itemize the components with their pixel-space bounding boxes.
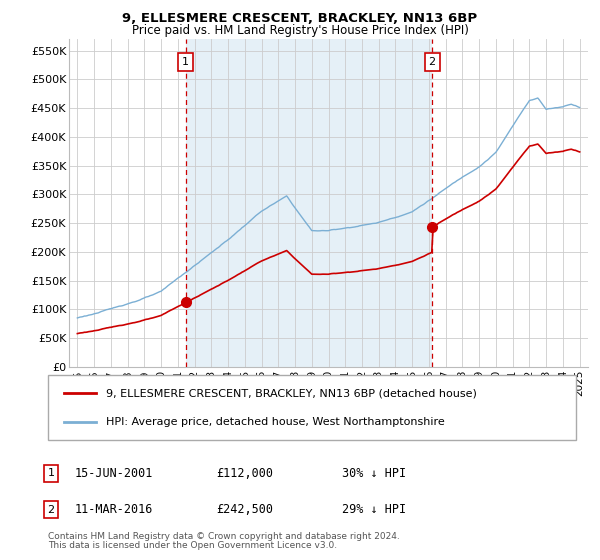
Text: 1: 1 — [182, 57, 189, 67]
Text: 9, ELLESMERE CRESCENT, BRACKLEY, NN13 6BP: 9, ELLESMERE CRESCENT, BRACKLEY, NN13 6B… — [122, 12, 478, 25]
Text: 30% ↓ HPI: 30% ↓ HPI — [342, 466, 406, 480]
Text: 1: 1 — [47, 468, 55, 478]
Text: £112,000: £112,000 — [216, 466, 273, 480]
Text: 11-MAR-2016: 11-MAR-2016 — [75, 503, 154, 516]
Bar — [185, 39, 432, 367]
FancyBboxPatch shape — [48, 375, 576, 440]
Text: This data is licensed under the Open Government Licence v3.0.: This data is licensed under the Open Gov… — [48, 541, 337, 550]
Text: 29% ↓ HPI: 29% ↓ HPI — [342, 503, 406, 516]
Text: 15-JUN-2001: 15-JUN-2001 — [75, 466, 154, 480]
Text: Price paid vs. HM Land Registry's House Price Index (HPI): Price paid vs. HM Land Registry's House … — [131, 24, 469, 36]
Text: 2: 2 — [47, 505, 55, 515]
Text: 2: 2 — [428, 57, 436, 67]
Text: HPI: Average price, detached house, West Northamptonshire: HPI: Average price, detached house, West… — [106, 417, 445, 427]
Text: Contains HM Land Registry data © Crown copyright and database right 2024.: Contains HM Land Registry data © Crown c… — [48, 532, 400, 541]
Text: £242,500: £242,500 — [216, 503, 273, 516]
Text: 9, ELLESMERE CRESCENT, BRACKLEY, NN13 6BP (detached house): 9, ELLESMERE CRESCENT, BRACKLEY, NN13 6B… — [106, 388, 477, 398]
